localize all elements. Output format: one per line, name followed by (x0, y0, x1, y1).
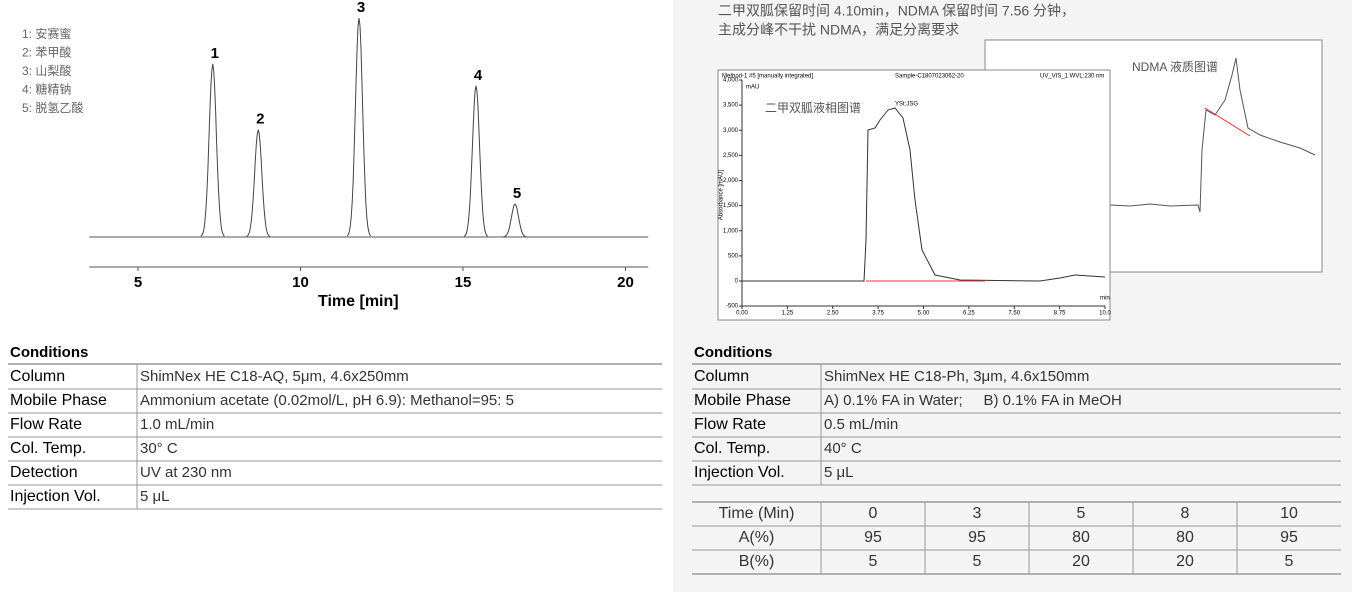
lc-y-title: Absorbance [mAU] (719, 169, 725, 220)
cell: 5 (1077, 505, 1086, 522)
x-tick-label: 15 (455, 274, 472, 291)
peak (200, 63, 225, 237)
row-value: 5 μL (140, 488, 170, 505)
ms-baseline (1204, 107, 1251, 137)
row-label: Mobile Phase (10, 392, 107, 409)
row-label: Col. Temp. (10, 440, 86, 457)
x-axis-title: Time [min] (318, 293, 399, 310)
row-value: UV at 230 nm (140, 464, 232, 481)
row-label: Flow Rate (694, 416, 766, 433)
lc-y-tick-label: 500 (728, 253, 739, 259)
note: 二甲双胍保留时间 4.10min，NDMA 保留时间 7.56 分钟， (718, 3, 1075, 19)
row-value: 1.0 mL/min (140, 416, 214, 433)
cell: 3 (973, 505, 982, 522)
peak-label: 1 (211, 45, 219, 62)
peak (346, 17, 372, 237)
peak-label: 3 (357, 0, 365, 16)
x-tick-label: 20 (617, 274, 634, 291)
lc-y-tick-label: 3,000 (723, 128, 739, 134)
lc-header: Sample-C1807023062-20 (895, 74, 964, 80)
row-label: Injection Vol. (10, 488, 101, 505)
lc-y-tick-label: 1,500 (723, 203, 739, 209)
cell: 5 (1285, 553, 1294, 570)
lc-y-tick-label: 2,500 (723, 153, 739, 159)
table-title: Conditions (10, 344, 88, 361)
lc-x-tick-label: 7.50 (1008, 311, 1020, 317)
lc-header: UV_VIS_1 WVL:230 nm (1040, 74, 1104, 80)
row-label: Column (10, 368, 65, 385)
cell: 95 (864, 529, 882, 546)
row-value: 30° C (140, 440, 178, 457)
ms-label: NDMA 液质图谱 (1132, 59, 1218, 74)
table-title: Conditions (694, 344, 772, 361)
peak-label: 2 (256, 111, 264, 128)
ms-trace (1109, 57, 1316, 213)
lc-x-tick-label: 0.00 (736, 311, 748, 317)
cell: 0 (869, 505, 878, 522)
row-value: Ammonium acetate (0.02mol/L, pH 6.9): Me… (140, 392, 514, 409)
row-label: Time (Min) (719, 505, 795, 522)
peak (246, 129, 271, 237)
note: 主成分峰不干扰 NDMA，满足分离要求 (718, 22, 959, 38)
lc-y-tick-label: -500 (726, 304, 739, 310)
lc-x-tick-label: 3.75 (872, 311, 884, 317)
cell: 80 (1072, 529, 1090, 546)
lc-x-tick-label: 1.25 (782, 311, 794, 317)
row-label: Flow Rate (10, 416, 82, 433)
row-label: Mobile Phase (694, 392, 791, 409)
peak-label: 5 (513, 185, 521, 202)
row-label: B(%) (739, 553, 775, 570)
cell: 5 (869, 553, 878, 570)
row-label: Column (694, 368, 749, 385)
legend-item: 5: 脱氢乙酸 (22, 100, 83, 115)
legend-item: 2: 苯甲酸 (22, 45, 71, 60)
legend-item: 3: 山梨酸 (22, 63, 71, 78)
row-label: Detection (10, 464, 78, 481)
lc-header: Method-1 #5 [manually integrated] (722, 74, 813, 80)
lc-y-tick-label: 4,000 (723, 78, 739, 84)
cell: 20 (1176, 553, 1194, 570)
legend-item: 1: 安赛蜜 (22, 26, 71, 41)
row-value: A) 0.1% FA in Water; B) 0.1% FA in MeOH (824, 392, 1122, 409)
lc-label: 二甲双胍液相图谱 (765, 100, 861, 115)
cell: 80 (1176, 529, 1194, 546)
lc-x-tick-label: 5.00 (918, 311, 930, 317)
row-value: ShimNex HE C18-Ph, 3μm, 4.6x150mm (824, 368, 1089, 385)
x-tick-label: 5 (134, 274, 142, 291)
peak-label: 4 (474, 67, 483, 84)
cell: 10 (1280, 505, 1298, 522)
lc-unit: mAU (746, 85, 759, 91)
peak (503, 203, 527, 238)
legend-item: 4: 糖精钠 (22, 82, 71, 97)
lc-x-tick-label: 10.0 (1099, 311, 1111, 317)
lc-y-tick-label: 2,000 (723, 178, 739, 184)
row-label: A(%) (739, 529, 775, 546)
cell: 95 (968, 529, 986, 546)
lc-trace (742, 107, 1106, 282)
row-label: Injection Vol. (694, 464, 785, 481)
row-value: 0.5 mL/min (824, 416, 898, 433)
lc-y-tick-label: 3,500 (723, 103, 739, 109)
row-label: Col. Temp. (694, 440, 770, 457)
cell: 95 (1280, 529, 1298, 546)
lc-x-tick-label: 6.25 (963, 311, 975, 317)
lc-x-tick-label: 2.50 (827, 311, 839, 317)
lc-x-tick-label: 8.75 (1054, 311, 1066, 317)
lc-peak-name: YSt:JSG (895, 102, 918, 108)
cell: 5 (973, 553, 982, 570)
lc-x-unit: min (1100, 296, 1110, 302)
cell: 20 (1072, 553, 1090, 570)
x-tick-label: 10 (292, 274, 309, 291)
row-value: 40° C (824, 440, 862, 457)
row-value: ShimNex HE C18-AQ, 5μm, 4.6x250mm (140, 368, 409, 385)
row-value: 5 μL (824, 464, 854, 481)
cell: 8 (1181, 505, 1190, 522)
lc-y-tick-label: 0 (735, 279, 739, 285)
lc-y-tick-label: 1,000 (723, 228, 739, 234)
peak (463, 85, 489, 237)
